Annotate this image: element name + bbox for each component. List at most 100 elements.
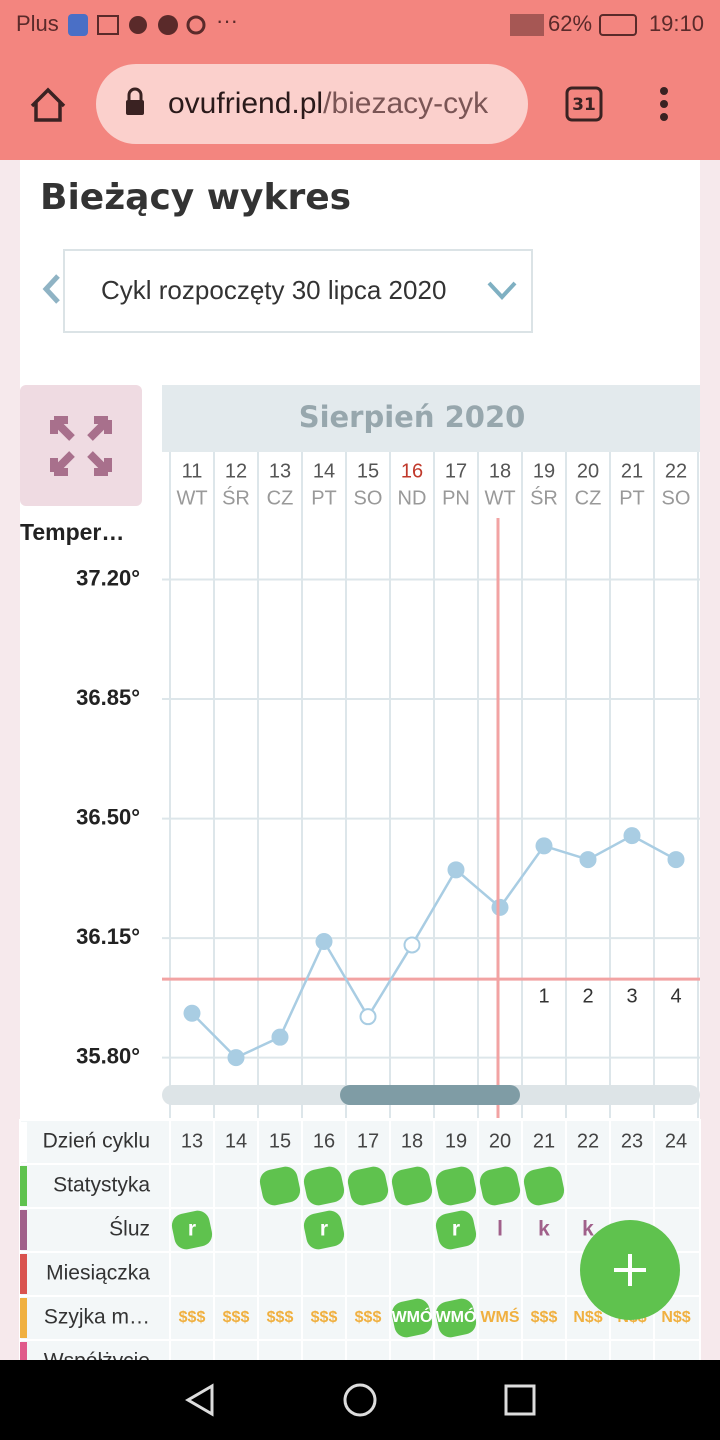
cell-marker (391, 1166, 433, 1206)
row-color (20, 1298, 27, 1338)
temperature-point (315, 933, 333, 951)
tab-count: 31 (572, 95, 596, 115)
day-label: 16 (401, 460, 423, 482)
weekday-label: PN (442, 487, 470, 509)
phase-label: 3 (626, 985, 637, 1007)
weekday-label: WT (176, 487, 207, 509)
icon (68, 14, 88, 36)
weekday-label: ŚR (530, 485, 558, 509)
day-label: 14 (313, 460, 335, 482)
cell-text: k (538, 1218, 550, 1241)
signal (510, 14, 544, 36)
back-button[interactable] (185, 1383, 214, 1417)
temperature-point (183, 1004, 201, 1022)
row-bg (19, 1207, 701, 1253)
weekday-label: PT (619, 487, 645, 509)
phase-label: 1 (538, 985, 549, 1007)
cell-text: N$$ (661, 1309, 690, 1326)
row-color (20, 1166, 27, 1206)
day-label: 21 (621, 460, 643, 482)
month-band (162, 385, 700, 452)
weekday-label: PT (311, 487, 337, 509)
cell-text: $$$ (179, 1309, 206, 1326)
cell-text: 18 (401, 1130, 423, 1152)
weekday-label: WT (484, 487, 515, 509)
tabs-button[interactable] (565, 86, 603, 122)
temperature-point (535, 837, 553, 855)
cell-text: 21 (533, 1130, 555, 1152)
cell-marker (259, 1166, 301, 1206)
time: 19:10 (649, 11, 704, 36)
home-nav-button[interactable] (343, 1383, 377, 1417)
day-label: 17 (445, 460, 467, 482)
row-label: Szyjka m… (44, 1306, 150, 1329)
expand-button[interactable] (20, 385, 142, 506)
row-label: Miesiączka (46, 1262, 150, 1285)
cell-marker (391, 1298, 433, 1338)
day-label: 20 (577, 460, 599, 482)
prev-button[interactable] (42, 274, 60, 304)
cell-text: 14 (225, 1130, 247, 1152)
y-tick-label: 35.80° (76, 1043, 140, 1068)
cell-text: $$$ (531, 1309, 558, 1326)
expand-icon (50, 416, 112, 476)
row-color (20, 1254, 27, 1294)
cell-text: 24 (665, 1130, 687, 1152)
cell-marker (435, 1210, 477, 1250)
battery-icon (599, 14, 637, 36)
cell-marker (303, 1166, 345, 1206)
temperature-point (491, 898, 509, 916)
month-title: Sierpień 2020 (299, 400, 526, 434)
carrier: Plus (16, 11, 59, 36)
page-title: Bieżący wykres (40, 177, 351, 218)
url-domain: ovufriend.pl (168, 87, 323, 120)
url: ovufriend.pl/biezacy-cyk (168, 87, 489, 120)
y-tick-label: 36.85° (76, 685, 140, 710)
temperature-point (447, 861, 465, 879)
cell-text: r (452, 1218, 460, 1241)
plot: 11WT12ŚR13CZ14PT15SO16ND17PN18WT19ŚR20CZ… (76, 452, 700, 1118)
cell-text: 19 (445, 1130, 467, 1152)
cell-text: r (320, 1218, 328, 1241)
temperature-point (359, 1008, 377, 1026)
cell-text: 13 (181, 1130, 203, 1152)
temperature-point (227, 1049, 245, 1067)
cell-text: WMŚ (480, 1307, 519, 1326)
recents-button[interactable] (504, 1384, 536, 1416)
icon (129, 16, 147, 34)
row-color (20, 1210, 27, 1250)
cell-marker (479, 1166, 521, 1206)
url-bar[interactable] (96, 64, 528, 144)
cell-text: 22 (577, 1130, 599, 1152)
row-bg (19, 1119, 701, 1165)
day-label: 11 (182, 460, 203, 482)
day-label: 22 (665, 460, 687, 482)
cell-marker (435, 1298, 477, 1338)
cell-text: 15 (269, 1130, 291, 1152)
icon (97, 15, 119, 35)
cell-marker (303, 1210, 345, 1250)
weekday-label: SO (662, 487, 691, 509)
row-color (20, 1122, 27, 1162)
temperature-point (667, 851, 685, 869)
weekday-label: ŚR (222, 485, 250, 509)
temperature-point (403, 936, 421, 954)
day-label: 12 (225, 460, 247, 482)
y-tick-label: 37.20° (76, 565, 140, 590)
scroll-thumb[interactable] (340, 1085, 520, 1105)
cycle-select[interactable] (63, 249, 533, 333)
cell-text: WMÓ (436, 1307, 477, 1326)
home-button[interactable] (30, 87, 66, 122)
cell-text: WMÓ (392, 1307, 433, 1326)
cell-text: l (497, 1218, 503, 1241)
cell-marker (347, 1166, 389, 1206)
cycle-select-text: Cykl rozpoczęty 30 lipca 2020 (101, 275, 446, 305)
day-label: 18 (489, 460, 511, 482)
cell-marker (435, 1166, 477, 1206)
cell-text: 20 (489, 1130, 511, 1152)
y-tick-label: 36.15° (76, 924, 140, 949)
cell-text: $$$ (355, 1309, 382, 1326)
cell-text: 17 (357, 1130, 379, 1152)
menu-button[interactable] (660, 87, 668, 121)
